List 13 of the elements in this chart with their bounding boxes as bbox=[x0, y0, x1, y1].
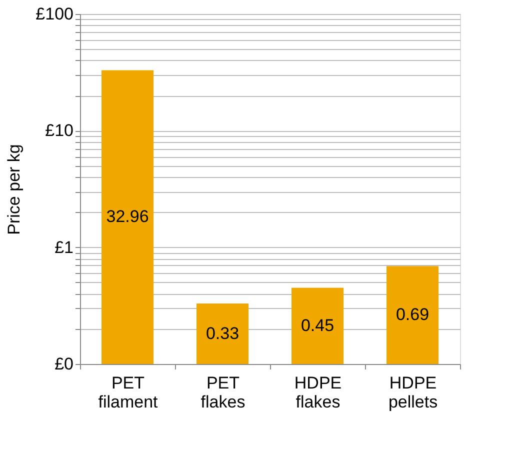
y-axis-title: Price per kg bbox=[4, 144, 24, 235]
x-tick-label: HDPE flakes bbox=[294, 374, 342, 412]
y-tick-label: £1 bbox=[54, 238, 74, 257]
y-tick-label: £0 bbox=[54, 354, 74, 374]
y-tick-label: £10 bbox=[45, 121, 74, 140]
data-label: 0.33 bbox=[206, 324, 240, 343]
y-tick-label: £100 bbox=[36, 4, 74, 24]
data-label: 32.96 bbox=[106, 207, 149, 226]
x-tick-label: PET filament bbox=[98, 374, 158, 412]
x-tick-label: PET flakes bbox=[200, 374, 246, 412]
x-tick-label: HDPE pellets bbox=[388, 374, 438, 412]
data-label: 0.69 bbox=[396, 305, 430, 324]
data-label: 0.45 bbox=[300, 316, 334, 335]
